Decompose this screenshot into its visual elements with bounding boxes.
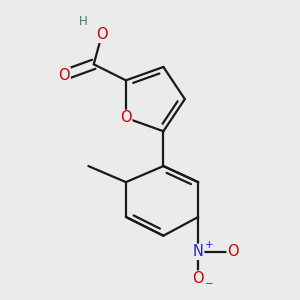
Text: H: H [79, 15, 87, 28]
Text: N: N [193, 244, 204, 259]
Text: O: O [227, 244, 239, 259]
Text: O: O [96, 27, 108, 42]
Text: −: − [205, 279, 213, 289]
Text: O: O [120, 110, 132, 125]
Text: O: O [192, 271, 204, 286]
Text: +: + [205, 240, 213, 250]
Text: O: O [58, 68, 70, 82]
